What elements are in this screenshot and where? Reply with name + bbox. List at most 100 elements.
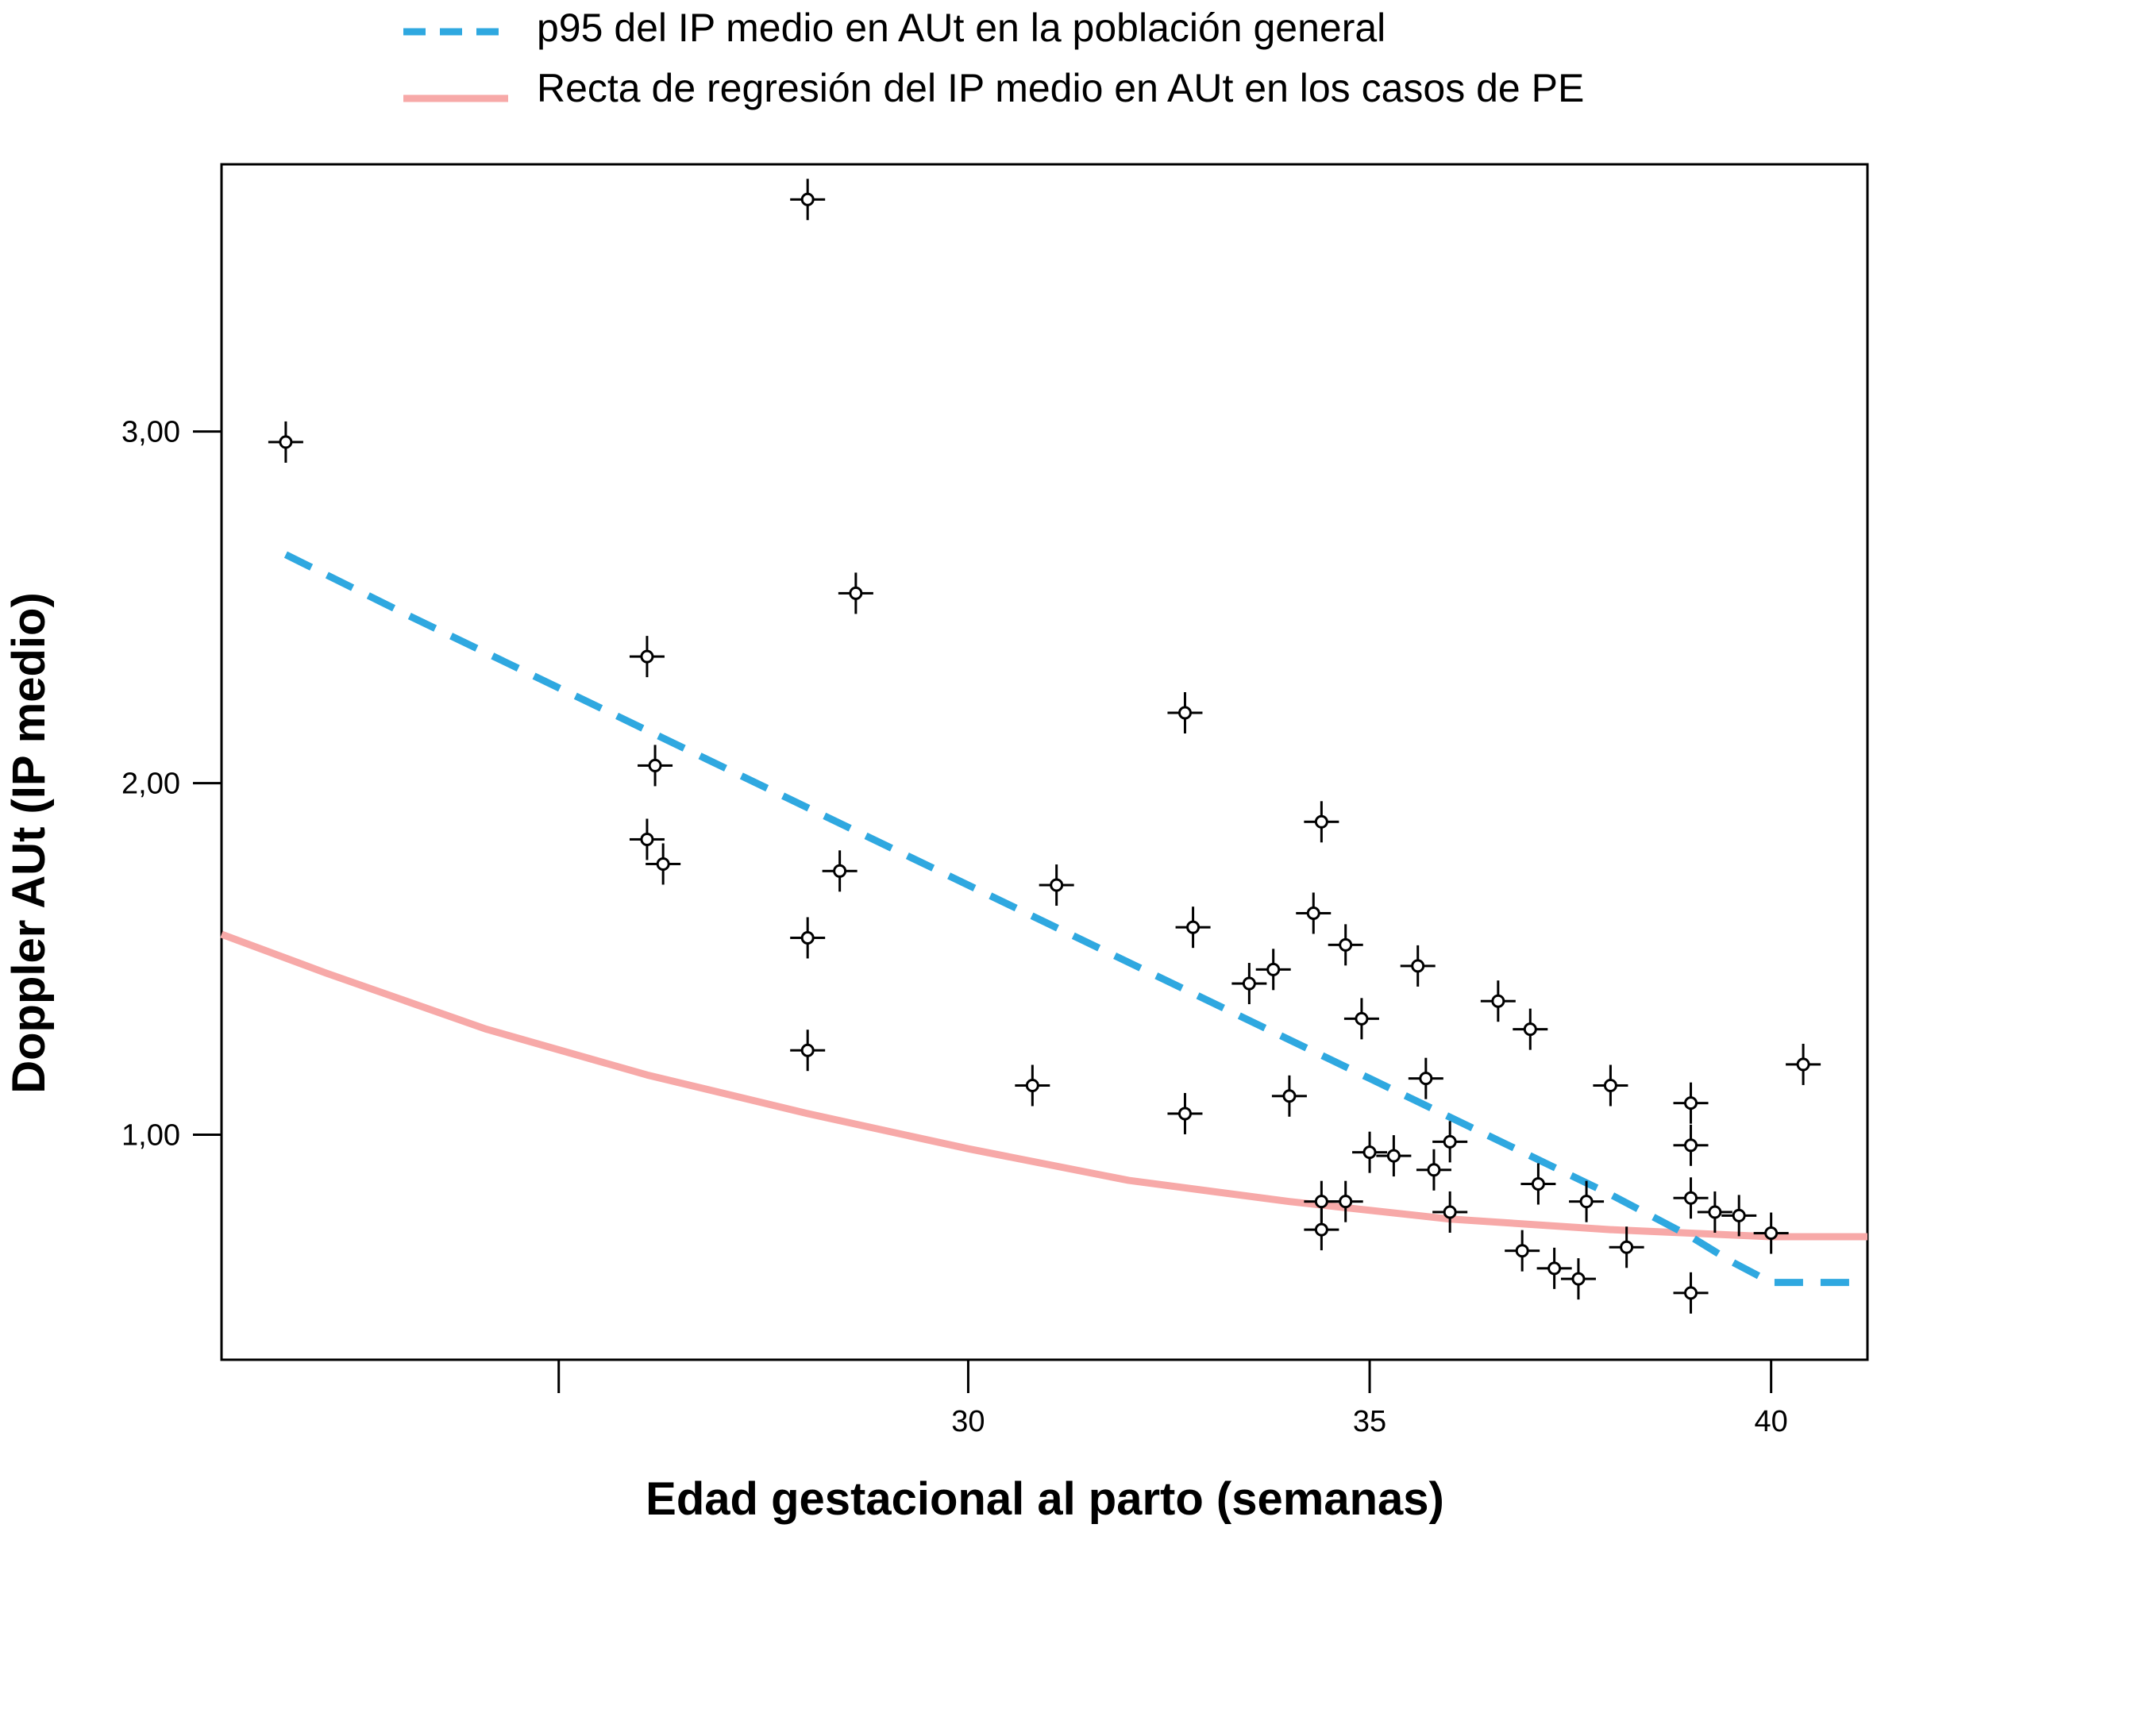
data-point-14 [1167, 1092, 1203, 1134]
data-point-43 [1673, 1177, 1709, 1219]
p95-line [283, 551, 1852, 1287]
data-point-marker [1443, 1134, 1457, 1149]
data-point-marker [800, 1043, 815, 1057]
data-point-37 [1560, 1258, 1596, 1300]
data-point-35 [1520, 1163, 1556, 1205]
data-point-marker [1523, 1022, 1537, 1037]
data-point-29 [1416, 1149, 1451, 1191]
data-point-44 [1673, 1272, 1709, 1314]
data-point-34 [1513, 1008, 1548, 1050]
data-point-marker [800, 192, 815, 206]
data-point-marker [656, 856, 670, 871]
data-point-marker [1050, 878, 1064, 892]
data-point-marker [1684, 1096, 1698, 1111]
data-point-marker [1708, 1205, 1722, 1219]
x-axis: 30 35 40 [557, 1360, 1788, 1438]
legend: p95 del IP medio en AUt en la población … [403, 6, 1584, 110]
x-tick-label: 30 [951, 1405, 985, 1438]
data-point-5 [629, 818, 665, 860]
data-point-41 [1673, 1082, 1709, 1124]
data-point-6 [646, 843, 681, 885]
y-axis: 1,00 2,00 3,00 [121, 416, 222, 1153]
x-tick-label: 40 [1755, 1405, 1788, 1438]
data-point-marker [1314, 1222, 1328, 1237]
data-point-48 [1786, 1043, 1821, 1085]
data-point-17 [1271, 1075, 1307, 1117]
data-point-31 [1432, 1191, 1468, 1233]
data-point-3 [629, 636, 665, 678]
data-point-marker [1603, 1079, 1617, 1093]
data-point-marker [1547, 1261, 1562, 1276]
data-point-9 [790, 1030, 826, 1072]
data-point-marker [1531, 1177, 1545, 1191]
data-point-marker [1579, 1195, 1594, 1209]
data-point-marker [833, 864, 847, 878]
data-point-15 [1231, 963, 1267, 1005]
data-point-marker [1684, 1191, 1698, 1205]
data-point-marker [1355, 1011, 1369, 1026]
data-point-40 [1609, 1226, 1644, 1268]
data-point-marker [1186, 920, 1201, 934]
legend-label-regression: Recta de regresión del IP medio en AUt e… [537, 66, 1584, 110]
data-point-marker [1419, 1072, 1433, 1086]
data-point-38 [1569, 1180, 1605, 1222]
data-point-marker [1684, 1138, 1698, 1153]
data-point-marker [1339, 1195, 1353, 1209]
data-point-marker [640, 649, 654, 664]
data-point-marker [1491, 994, 1505, 1008]
data-point-47 [1753, 1212, 1789, 1254]
data-point-32 [1480, 980, 1516, 1022]
data-point-marker [1764, 1226, 1779, 1241]
data-point-46 [1721, 1195, 1757, 1237]
data-points [268, 179, 1821, 1314]
data-point-36 [1536, 1247, 1572, 1289]
data-point-16 [1255, 949, 1291, 991]
series-lines [220, 551, 1867, 1287]
y-axis-title: Doppler AUt (IP medio) [3, 592, 55, 1094]
data-point-marker [849, 586, 863, 600]
data-point-marker [800, 930, 815, 945]
data-point-42 [1673, 1124, 1709, 1166]
data-point-24 [1328, 1180, 1363, 1222]
data-point-23 [1304, 1209, 1339, 1251]
data-point-marker [1314, 1195, 1328, 1209]
data-point-marker [1411, 959, 1425, 973]
legend-label-p95: p95 del IP medio en AUt en la población … [537, 6, 1386, 50]
data-point-marker [1314, 814, 1328, 829]
data-point-marker [1306, 906, 1320, 920]
data-point-45 [1697, 1191, 1732, 1233]
data-point-marker [1025, 1079, 1039, 1093]
data-point-marker [1796, 1057, 1810, 1072]
data-point-33 [1505, 1230, 1540, 1272]
data-point-marker [648, 758, 662, 772]
data-point-marker [1177, 706, 1192, 720]
data-point-marker [1282, 1089, 1297, 1103]
data-point-marker [279, 435, 293, 449]
regression-line [220, 930, 1867, 1241]
data-point-21 [1343, 998, 1379, 1040]
x-tick-label: 35 [1353, 1405, 1386, 1438]
data-point-marker [1515, 1244, 1529, 1258]
data-point-marker [1242, 976, 1256, 991]
data-point-marker [1177, 1107, 1192, 1121]
y-tick-label: 3,00 [121, 416, 180, 449]
data-point-7 [790, 917, 826, 959]
y-tick-label: 2,00 [121, 768, 180, 801]
data-point-marker [1339, 937, 1353, 952]
data-point-marker [1443, 1205, 1457, 1219]
data-point-20 [1328, 924, 1363, 966]
data-point-marker [1362, 1145, 1377, 1160]
data-point-18 [1296, 892, 1332, 934]
data-point-39 [1593, 1064, 1628, 1107]
data-point-26 [1376, 1135, 1412, 1177]
plot-frame [220, 163, 1869, 1361]
data-point-0 [268, 421, 303, 463]
data-point-marker [1266, 962, 1281, 976]
data-point-marker [1620, 1240, 1634, 1254]
y-tick-label: 1,00 [121, 1119, 180, 1153]
data-point-marker [1684, 1286, 1698, 1300]
data-point-1 [790, 179, 826, 221]
data-point-27 [1400, 945, 1436, 987]
data-point-30 [1432, 1121, 1468, 1163]
data-point-12 [1167, 691, 1203, 733]
